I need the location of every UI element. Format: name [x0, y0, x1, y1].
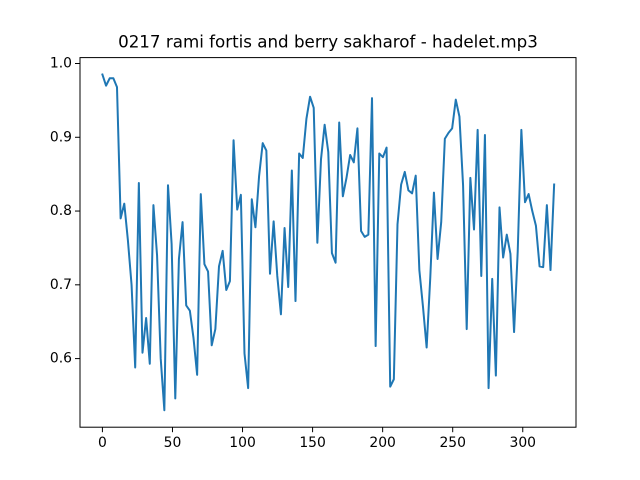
y-tick-label: 0.7	[50, 277, 72, 293]
x-tick-label: 250	[439, 435, 466, 451]
y-tick-label: 1.0	[50, 56, 72, 72]
x-tick-label: 200	[369, 435, 396, 451]
x-tick-label: 100	[229, 435, 256, 451]
y-tick-label: 0.6	[50, 351, 72, 367]
data-line	[101, 73, 556, 412]
chart-title: 0217 rami fortis and berry sakharof - ha…	[118, 32, 538, 52]
y-tick-label: 0.8	[50, 203, 72, 219]
x-tick-label: 0	[98, 435, 107, 451]
x-tick-label: 50	[164, 435, 182, 451]
plot-frame	[79, 57, 577, 428]
x-tick-label: 300	[509, 435, 536, 451]
y-tick-label: 0.9	[50, 129, 72, 145]
x-tick-label: 150	[299, 435, 326, 451]
